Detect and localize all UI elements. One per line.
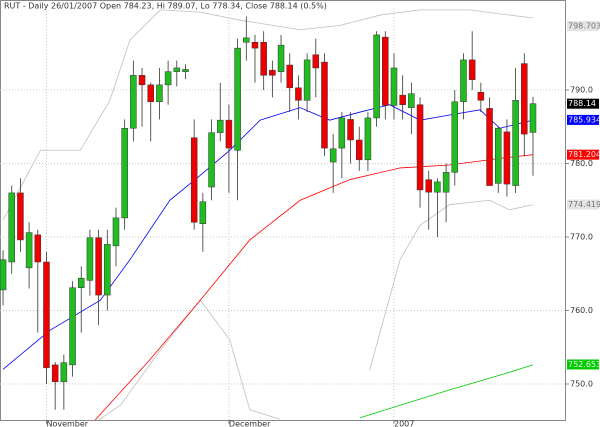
candle-body (425, 179, 432, 193)
candle-body (25, 232, 33, 269)
candle-body (321, 61, 328, 149)
candle-body (286, 64, 293, 89)
plot-area (0, 8, 566, 420)
candle-body (503, 131, 511, 185)
y-tick-label: 750.0 (570, 379, 593, 388)
y-tick-label: 780.0 (570, 159, 593, 168)
candle-body (460, 59, 467, 103)
candle-body (173, 67, 181, 72)
candle-body (329, 148, 337, 163)
candle-body (164, 71, 172, 86)
candle-body (260, 41, 267, 76)
price-tag: 752.653 (568, 360, 600, 369)
price-tag-box (567, 98, 599, 109)
candle-body (77, 277, 85, 288)
candle-body (382, 36, 389, 106)
candle-body (208, 132, 215, 188)
candle-body (277, 44, 285, 72)
candle-body (8, 192, 15, 263)
candle-body (477, 91, 485, 101)
candle-body (494, 127, 502, 184)
candle-body (512, 100, 519, 186)
candle-body (69, 287, 76, 366)
y-tick-label: 760.0 (570, 306, 593, 315)
candle-body (216, 119, 224, 133)
candle-body (269, 69, 276, 76)
candle-body (182, 69, 189, 72)
candle-body (199, 201, 207, 225)
candle-body (86, 237, 94, 281)
price-tag-box (567, 21, 599, 32)
candle-body (295, 87, 302, 101)
indicator-line (359, 364, 534, 419)
x-tick-label: November (46, 420, 88, 427)
candle-body (468, 59, 476, 80)
candle-body (0, 259, 7, 291)
candle-body (355, 139, 363, 161)
candle-body (312, 54, 320, 69)
candle-body (234, 47, 241, 151)
price-tag: 781.204 (568, 150, 600, 159)
candle-body (190, 137, 198, 223)
candle-body (60, 362, 68, 383)
candle-body (121, 127, 128, 219)
candle-body (104, 244, 111, 296)
candle-body (251, 41, 259, 49)
candle-body (112, 217, 120, 247)
price-tag-box (567, 199, 599, 210)
candle-body (390, 67, 398, 106)
chart-title: RUT - Daily 26/01/2007 Open 784.23, Hi 7… (4, 2, 327, 11)
candle-body (17, 192, 24, 241)
candle-body (451, 101, 459, 173)
candle-body (434, 181, 441, 193)
candle-body (51, 364, 59, 383)
candle-body (521, 63, 528, 135)
candle-body (338, 117, 346, 149)
price-tag: 785.934 (568, 115, 600, 124)
candle-body (416, 104, 424, 191)
candle-body (34, 234, 42, 263)
price-tag: 788.14 (568, 99, 596, 108)
y-tick-label: 790.0 (570, 86, 593, 95)
candle-body (303, 59, 311, 101)
x-tick-label: 2007 (394, 420, 414, 427)
candle-body (399, 94, 406, 105)
candle-body (347, 119, 354, 141)
y-tick-label: 770.0 (570, 233, 593, 242)
x-tick-label: December (229, 420, 271, 427)
candle-body (243, 37, 250, 43)
indicator-line (2, 9, 534, 221)
candle-body (95, 237, 102, 296)
candle-body (442, 172, 450, 193)
candle-body (364, 117, 372, 161)
candle-body (225, 119, 233, 149)
candle-body (43, 261, 50, 369)
price-tag-box (567, 114, 599, 125)
candle-body (130, 75, 137, 129)
candle-body (156, 84, 163, 103)
indicator-line (94, 154, 534, 420)
candle-body (408, 93, 415, 108)
candle-body (486, 108, 493, 186)
price-tag: 798.703 (568, 22, 600, 31)
price-tag-box (567, 149, 599, 160)
indicator-line (2, 104, 534, 370)
price-tag-box (567, 359, 599, 370)
candle-body (373, 34, 380, 119)
candle-body (529, 103, 537, 133)
candle-body (147, 84, 154, 103)
price-tag: 774.419 (568, 200, 600, 209)
candle-body (138, 75, 146, 86)
